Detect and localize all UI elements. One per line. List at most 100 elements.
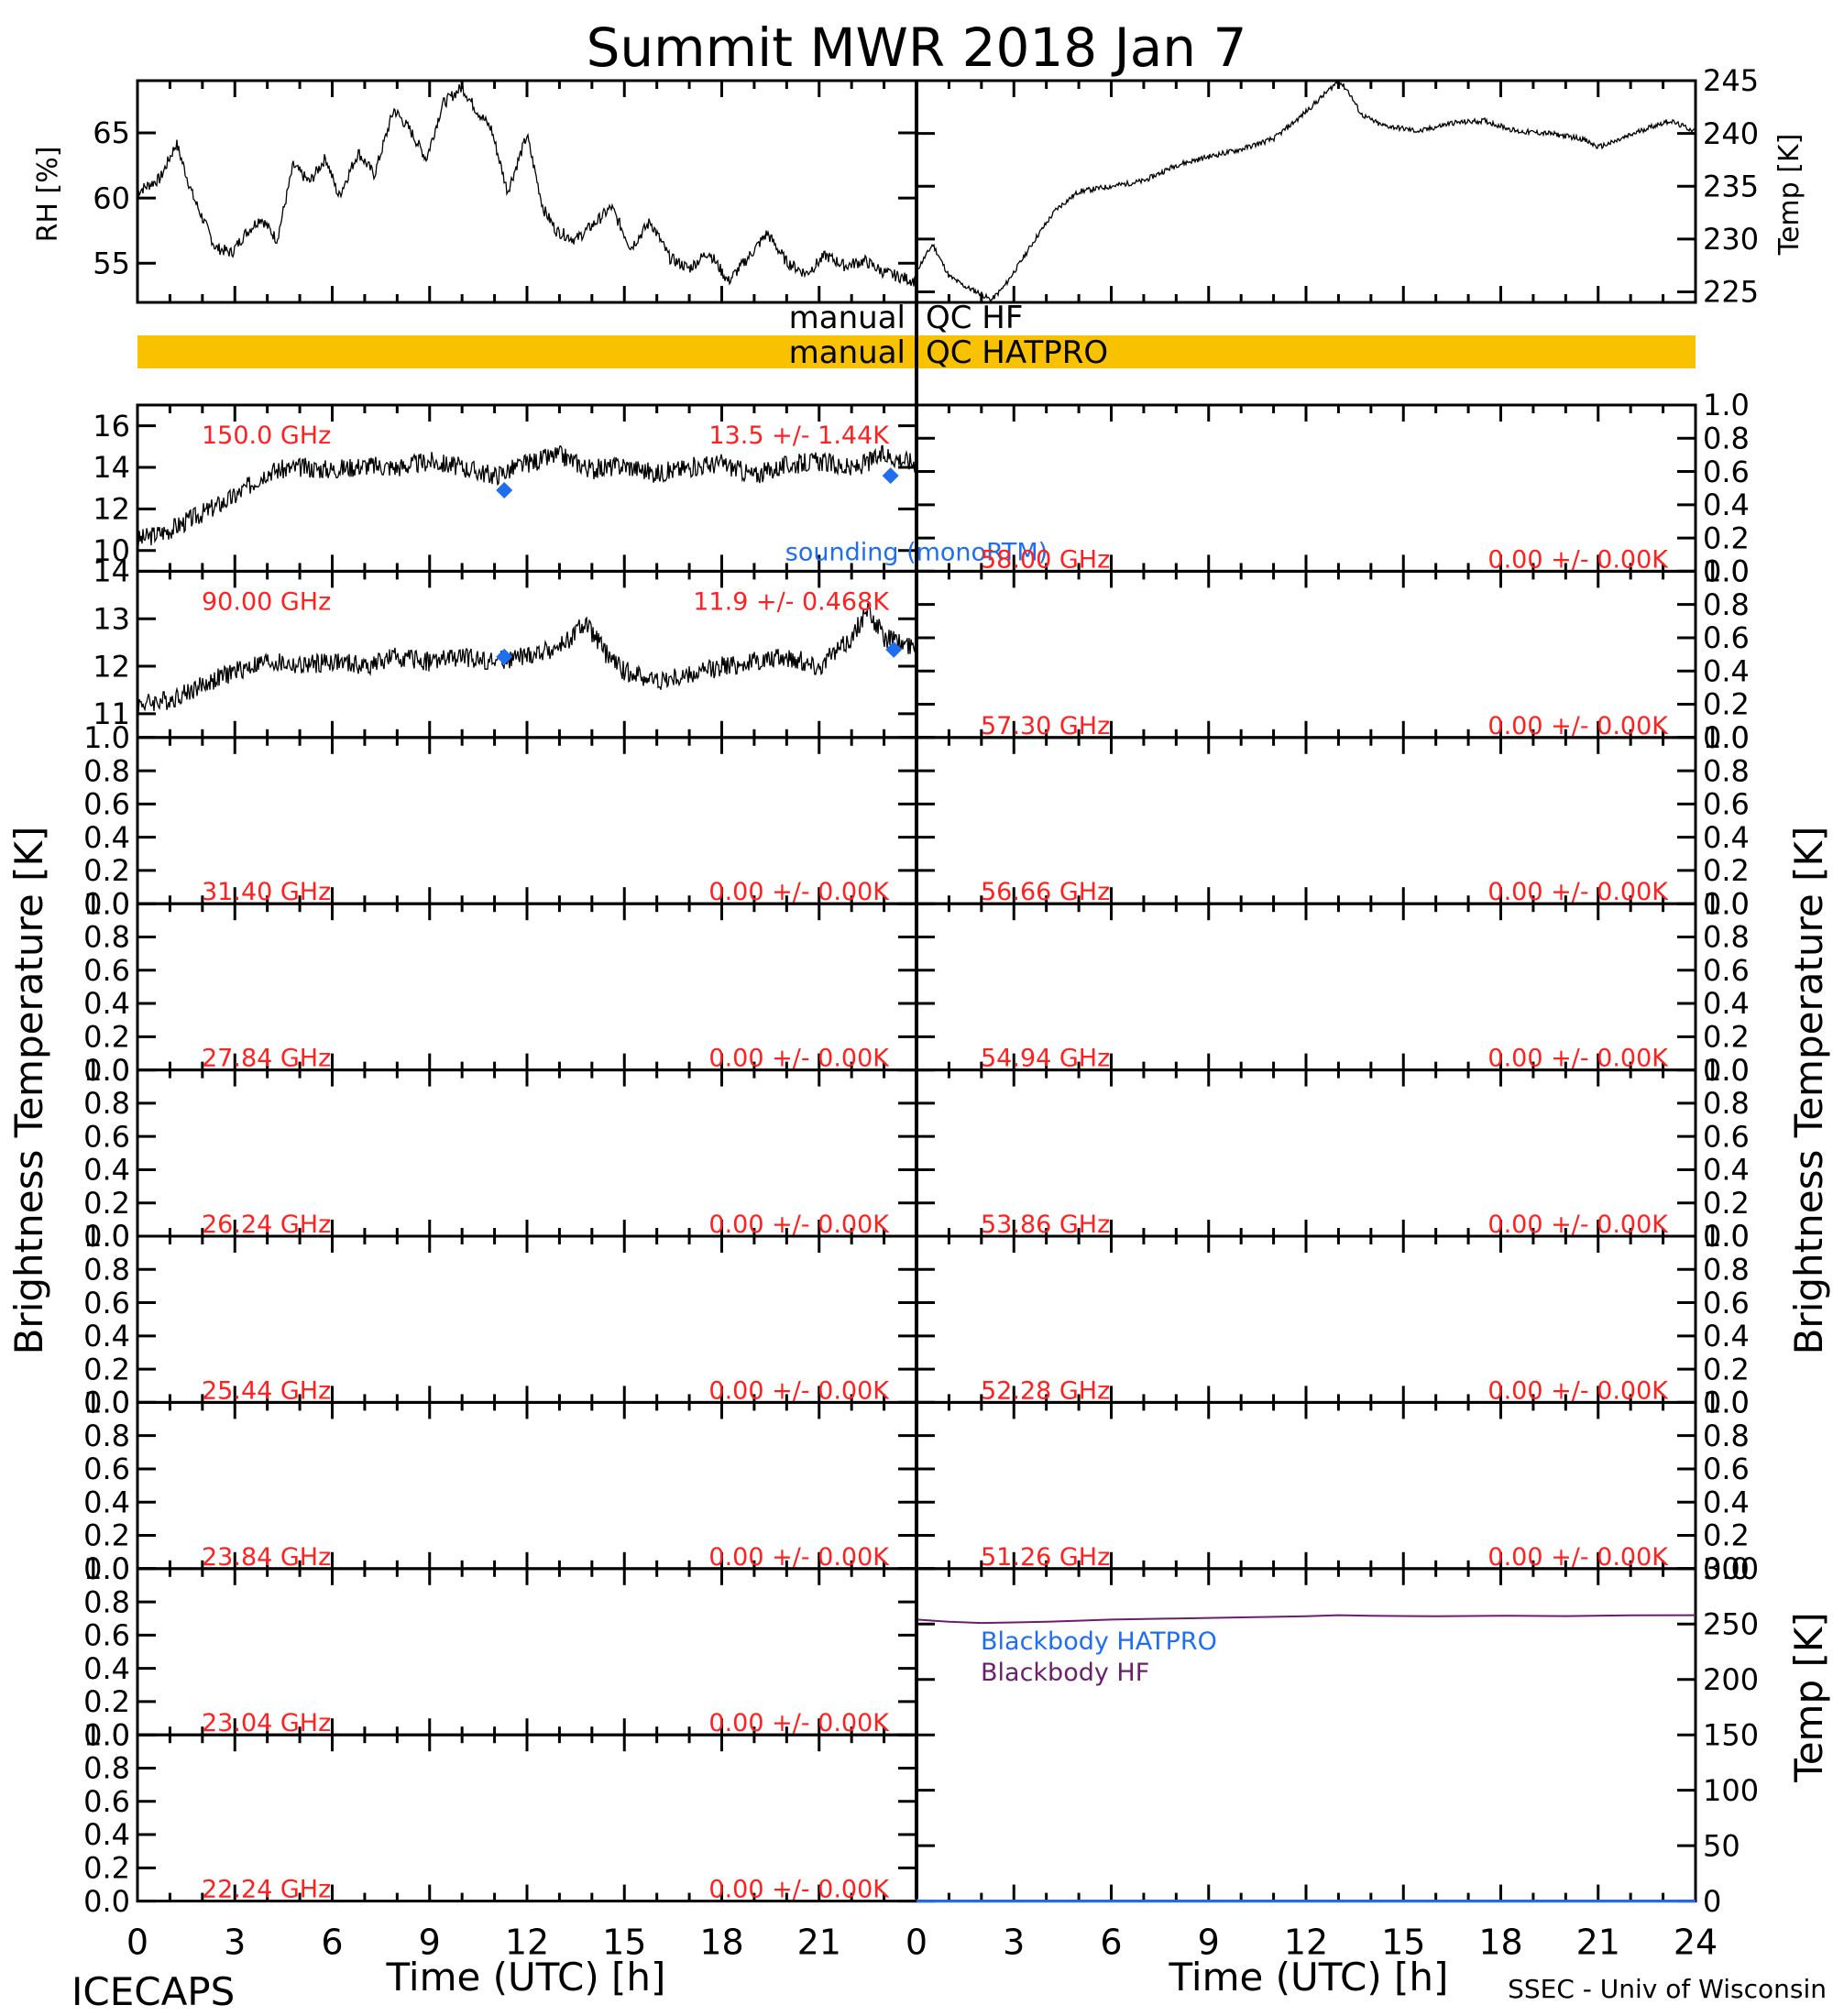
y-tick-label: 0.0 — [1703, 720, 1750, 755]
y-tick-label: 0.2 — [83, 1352, 130, 1386]
y-tick-label: 235 — [1703, 169, 1759, 203]
y-tick-label: 50 — [1703, 1828, 1740, 1863]
y-tick-label: 1.0 — [1703, 1386, 1750, 1420]
y-tick-label: 0.2 — [83, 1020, 130, 1055]
channel-stats: 0.00 +/- 0.00K — [708, 1211, 890, 1239]
rh-line — [137, 83, 917, 287]
legend-blackbody-hatpro: Blackbody HATPRO — [981, 1627, 1217, 1656]
y-tick-label: 1.0 — [83, 886, 130, 921]
channel-stats: 0.00 +/- 0.00K — [1487, 712, 1669, 740]
y-tick-label: 0.6 — [1703, 787, 1750, 822]
y-tick-label: 0.4 — [1703, 820, 1750, 855]
y-tick-label: 225 — [1703, 275, 1759, 310]
channel-label: 31.40 GHz — [202, 878, 331, 906]
y-tick-label: 1.0 — [1703, 554, 1750, 589]
y-tick-label: 0.2 — [1703, 853, 1750, 888]
y-tick-label: 0.2 — [1703, 520, 1750, 555]
trace-tb150 — [137, 444, 917, 548]
channel-label: 58.00 GHz — [981, 545, 1110, 574]
x-tick-label: 18 — [699, 1923, 743, 1963]
y-tick-label: 0.4 — [1703, 986, 1750, 1021]
y-tick-label: 0.8 — [83, 1086, 130, 1121]
channel-label: 26.24 GHz — [202, 1211, 331, 1239]
x-tick-label: 15 — [602, 1923, 646, 1963]
y-tick-label: 0.8 — [83, 1419, 130, 1453]
y-tick-label: 1.0 — [83, 1717, 130, 1752]
y-tick-label: 0.2 — [1703, 1020, 1750, 1055]
y-tick-label: 1.0 — [1703, 886, 1750, 921]
bb-axis-label: Temp [K] — [1786, 1612, 1831, 1783]
y-tick-label: 0.8 — [83, 1584, 130, 1619]
y-tick-label: 16 — [93, 409, 130, 444]
rh-axis-label: RH [%] — [32, 147, 64, 243]
y-tick-label: 100 — [1703, 1773, 1759, 1808]
y-tick-label: 0.6 — [83, 953, 130, 988]
y-tick-label: 150 — [1703, 1717, 1759, 1752]
y-tick-label: 300 — [1703, 1551, 1759, 1586]
x-tick-label: 9 — [1198, 1923, 1220, 1963]
tb-axis-label-left: Brightness Temperature [K] — [6, 827, 51, 1355]
y-tick-label: 245 — [1703, 63, 1759, 98]
y-tick-label: 0.0 — [1703, 1053, 1750, 1088]
y-tick-label: 0.4 — [83, 1319, 130, 1353]
channel-label: 53.86 GHz — [981, 1211, 1110, 1239]
y-tick-label: 0.6 — [83, 1119, 130, 1154]
y-tick-label: 0.8 — [83, 1751, 130, 1786]
channel-stats: 13.5 +/- 1.44K — [708, 422, 890, 450]
y-tick-label: 0.2 — [1703, 687, 1750, 722]
y-tick-label: 0.0 — [83, 1386, 130, 1420]
temp-line — [916, 79, 1696, 304]
y-tick-label: 0.8 — [1703, 587, 1750, 622]
y-tick-label: 0.2 — [83, 1518, 130, 1553]
y-tick-label: 0.0 — [83, 1717, 130, 1752]
y-tick-label: 0.8 — [83, 753, 130, 788]
blackbody-panel-frame — [915, 1567, 1697, 1903]
y-tick-label: 0.6 — [1703, 1119, 1750, 1154]
x-tick-label: 0 — [126, 1923, 148, 1963]
y-tick-label: 0.4 — [1703, 1319, 1750, 1353]
y-tick-label: 0.0 — [1703, 1386, 1750, 1420]
x-tick-label: 21 — [797, 1923, 841, 1963]
channel-stats: 0.00 +/- 0.00K — [708, 1543, 890, 1572]
y-tick-label: 0.4 — [83, 1153, 130, 1188]
channel-stats: 0.00 +/- 0.00K — [1487, 1376, 1669, 1405]
y-tick-label: 0.4 — [83, 1651, 130, 1686]
y-tick-label: 0.4 — [1703, 653, 1750, 688]
channel-label: 52.28 GHz — [981, 1376, 1110, 1405]
y-tick-label: 0.6 — [1703, 620, 1750, 655]
x-tick-label: 12 — [1284, 1923, 1328, 1963]
sounding-marker — [882, 467, 899, 485]
y-tick-label: 0.0 — [83, 1551, 130, 1586]
y-tick-label: 0.0 — [83, 1053, 130, 1088]
y-tick-label: 0.6 — [83, 1286, 130, 1320]
qc-hf-label: manual QC HF — [789, 300, 1024, 336]
qc-hatpro-label: manual QC HATPRO — [789, 334, 1109, 371]
x-tick-label: 3 — [1003, 1923, 1025, 1963]
y-tick-label: 0.8 — [1703, 920, 1750, 955]
figure-title: Summit MWR 2018 Jan 7 — [587, 16, 1247, 79]
x-tick-label: 21 — [1576, 1923, 1620, 1963]
y-tick-label: 0.2 — [83, 1186, 130, 1221]
y-tick-label: 0.0 — [83, 1219, 130, 1254]
x-tick-label: 0 — [906, 1923, 927, 1963]
y-tick-label: 0.4 — [1703, 1485, 1750, 1519]
y-tick-label: 0.2 — [83, 853, 130, 888]
y-tick-label: 65 — [93, 115, 130, 150]
y-tick-label: 0.8 — [83, 920, 130, 955]
y-tick-label: 0.0 — [83, 1884, 130, 1919]
y-tick-label: 0 — [1703, 1884, 1721, 1919]
y-tick-label: 14 — [93, 450, 130, 485]
y-tick-label: 11 — [93, 696, 130, 731]
sounding-marker — [496, 481, 513, 499]
channel-stats: 0.00 +/- 0.00K — [1487, 1211, 1669, 1239]
channel-stats: 0.00 +/- 0.00K — [708, 1045, 890, 1073]
y-tick-label: 0.0 — [1703, 886, 1750, 921]
y-tick-label: 1.0 — [1703, 1053, 1750, 1088]
sounding-marker — [885, 641, 903, 658]
y-tick-label: 0.0 — [1703, 1551, 1750, 1586]
blackbody-hf-line — [916, 1614, 1696, 1625]
channel-label: 22.24 GHz — [202, 1876, 331, 1904]
channel-stats: 11.9 +/- 0.468K — [693, 587, 890, 616]
channel-label: 23.04 GHz — [202, 1709, 331, 1737]
